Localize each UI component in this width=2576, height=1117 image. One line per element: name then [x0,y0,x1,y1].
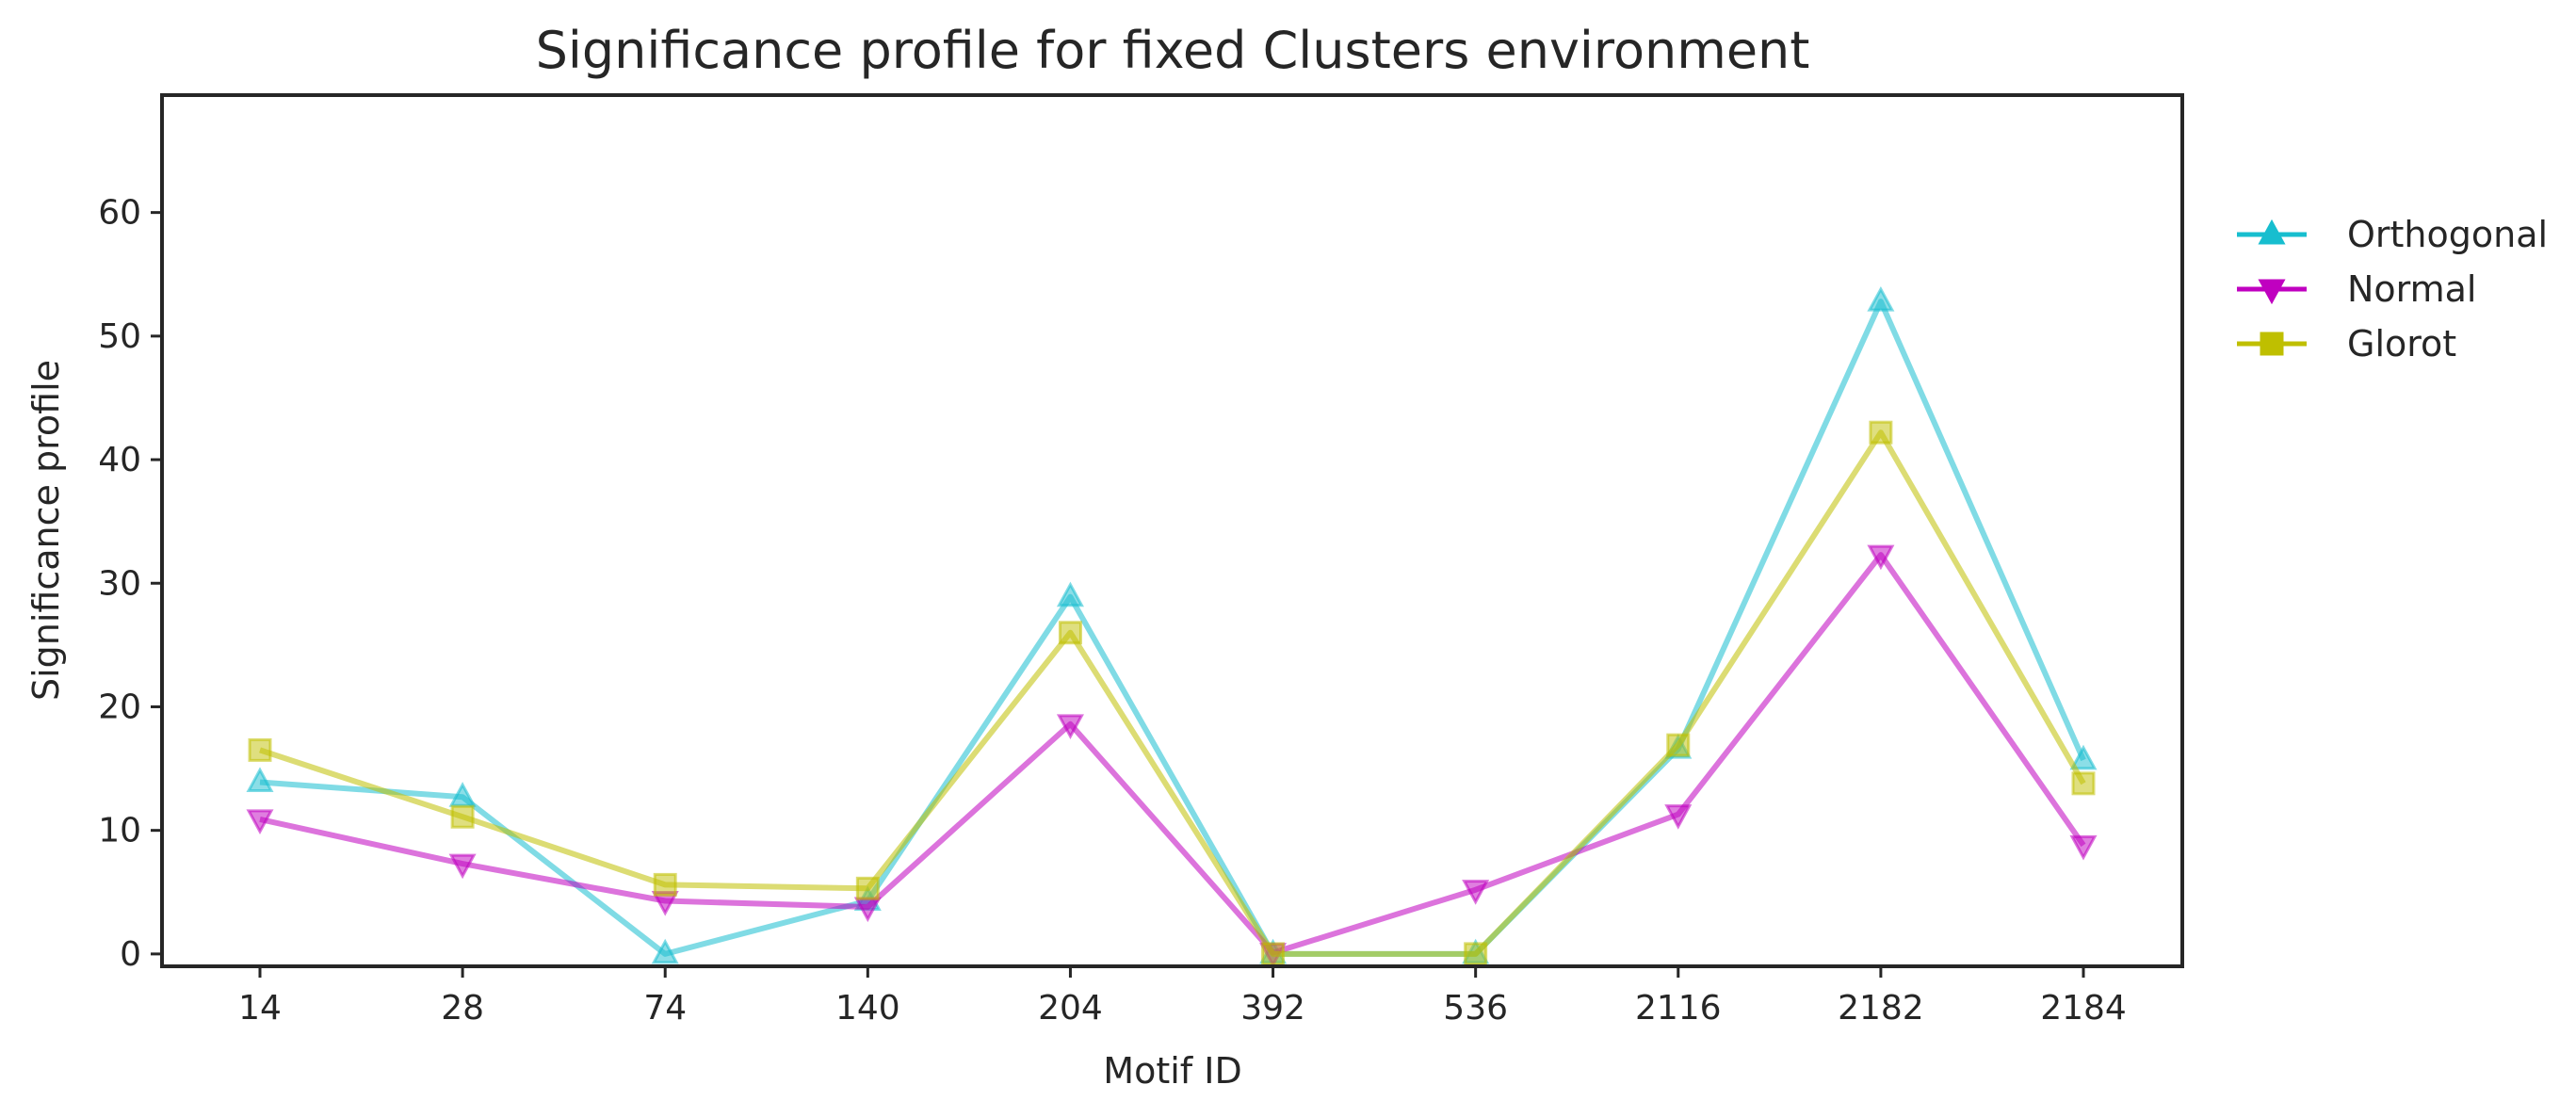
chart-title: Significance profile for fixed Clusters … [536,21,1810,80]
legend-label: Glorot [2347,323,2456,364]
legend-item-glorot: Glorot [2237,323,2456,364]
x-tick-label: 74 [643,989,687,1028]
y-tick-label: 20 [98,688,141,726]
data-point-glorot-536 [1464,942,1488,966]
data-point-normal-2182 [1867,544,1895,571]
data-point-orthogonal-2184 [2069,744,2098,770]
data-point-glorot-204 [1058,621,1082,645]
data-point-normal-14 [246,809,274,834]
data-point-orthogonal-74 [651,938,679,964]
series-layer [246,285,2098,968]
y-axis-label: Significance profile [25,360,67,701]
x-tick-label: 140 [835,989,900,1028]
x-tick-label: 28 [441,989,484,1028]
legend-item-orthogonal: Orthogonal [2237,214,2548,255]
data-point-orthogonal-14 [246,767,274,793]
data-point-normal-28 [448,853,477,880]
data-point-glorot-140 [855,876,880,900]
x-tick-label: 392 [1240,989,1305,1028]
series-line-glorot [259,429,2086,957]
legend-item-normal: Normal [2237,268,2477,310]
data-point-glorot-28 [450,804,475,829]
data-point-normal-2184 [2069,834,2098,861]
y-tick-label: 30 [98,564,141,603]
data-point-normal-536 [1462,880,1490,905]
x-tick-label: 2184 [2040,989,2127,1028]
x-tick-label: 2116 [1635,989,1722,1028]
data-point-glorot-2184 [2071,771,2096,796]
y-tick-label: 10 [98,812,141,850]
data-point-normal-204 [1056,714,1084,739]
legend-marker [2260,332,2284,356]
y-tick-label: 0 [120,935,141,974]
y-tick-label: 40 [98,441,141,479]
data-point-glorot-2182 [1869,420,1893,445]
series-line-normal [259,552,2086,956]
x-tick-label: 204 [1038,989,1103,1028]
y-tick-label: 60 [98,194,141,233]
legend-marker [2258,279,2286,305]
legend: Orthogonal Normal Glorot [2237,214,2548,364]
x-tick-label: 2182 [1838,989,1924,1028]
x-tick-label: 14 [238,989,282,1028]
y-axis-ticks: 0 10 20 30 40 50 60 [98,194,162,974]
data-point-glorot-74 [653,872,677,897]
data-point-orthogonal-2182 [1867,285,1895,312]
data-point-orthogonal-204 [1056,581,1084,607]
legend-label: Normal [2347,268,2477,310]
data-point-glorot-14 [248,737,272,762]
x-axis-ticks: 14 28 74 140 204 392 536 2116 2182 2184 [238,966,2127,1028]
x-axis-label: Motif ID [1103,1050,1241,1092]
plot-frame [160,93,2184,968]
series-line-orthogonal [259,299,2086,957]
data-point-glorot-392 [1261,942,1286,966]
data-point-normal-2116 [1664,804,1693,830]
data-point-glorot-2116 [1666,733,1691,757]
y-tick-label: 50 [98,317,141,356]
x-tick-label: 536 [1443,989,1508,1028]
legend-marker [2258,219,2286,245]
series-glorot [248,420,2096,966]
legend-label: Orthogonal [2347,214,2548,255]
